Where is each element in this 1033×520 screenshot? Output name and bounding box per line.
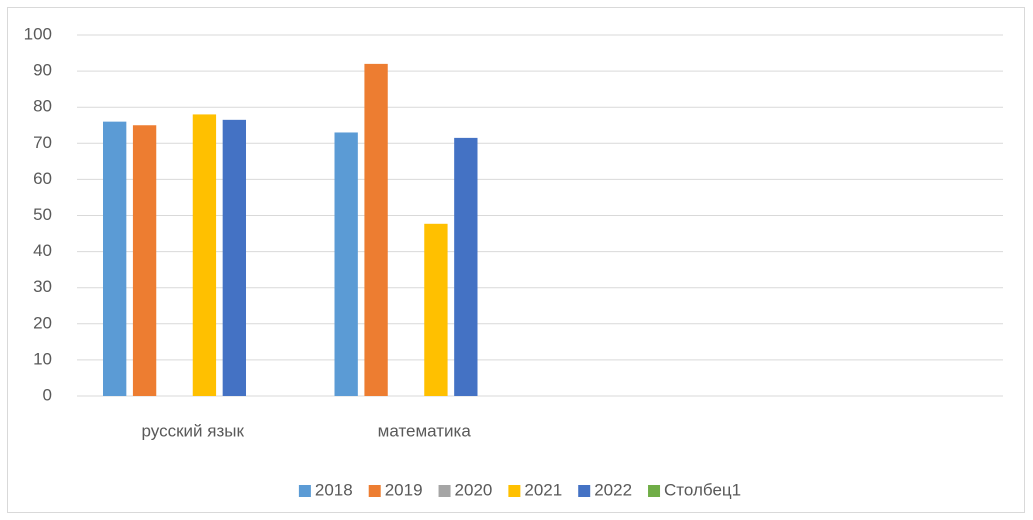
legend-label: 2020 (455, 480, 493, 499)
legend-label: 2018 (315, 480, 353, 499)
legend-label: 2021 (524, 480, 562, 499)
bar (132, 125, 157, 396)
y-tick-label: 100 (24, 24, 52, 43)
bar (222, 119, 247, 397)
chart-border (7, 7, 1025, 513)
legend-swatch (368, 485, 381, 497)
y-tick-label: 80 (33, 97, 52, 116)
bar (103, 121, 127, 396)
y-tick-label: 60 (33, 169, 52, 188)
legend-swatch (648, 485, 661, 497)
legend-swatch (508, 485, 521, 497)
bar (364, 63, 388, 396)
y-tick-label: 40 (33, 241, 52, 260)
y-tick-label: 0 (43, 385, 52, 404)
y-tick-label: 20 (33, 313, 52, 332)
bar (192, 114, 217, 397)
legend-swatch (578, 485, 591, 497)
y-tick-label: 70 (33, 133, 52, 152)
y-tick-label: 90 (33, 61, 52, 80)
x-tick-label: русский язык (142, 421, 245, 440)
y-tick-label: 10 (33, 349, 52, 368)
legend-label: 2022 (594, 480, 632, 499)
y-tick-label: 50 (33, 205, 52, 224)
legend-swatch (298, 485, 311, 497)
legend-swatch (438, 485, 451, 497)
legend-label: 2019 (385, 480, 423, 499)
y-tick-label: 30 (33, 277, 52, 296)
bar (424, 223, 448, 396)
x-tick-label: математика (378, 421, 472, 440)
bar (454, 137, 478, 396)
legend-label: Столбец1 (664, 480, 741, 499)
bar (334, 132, 358, 396)
